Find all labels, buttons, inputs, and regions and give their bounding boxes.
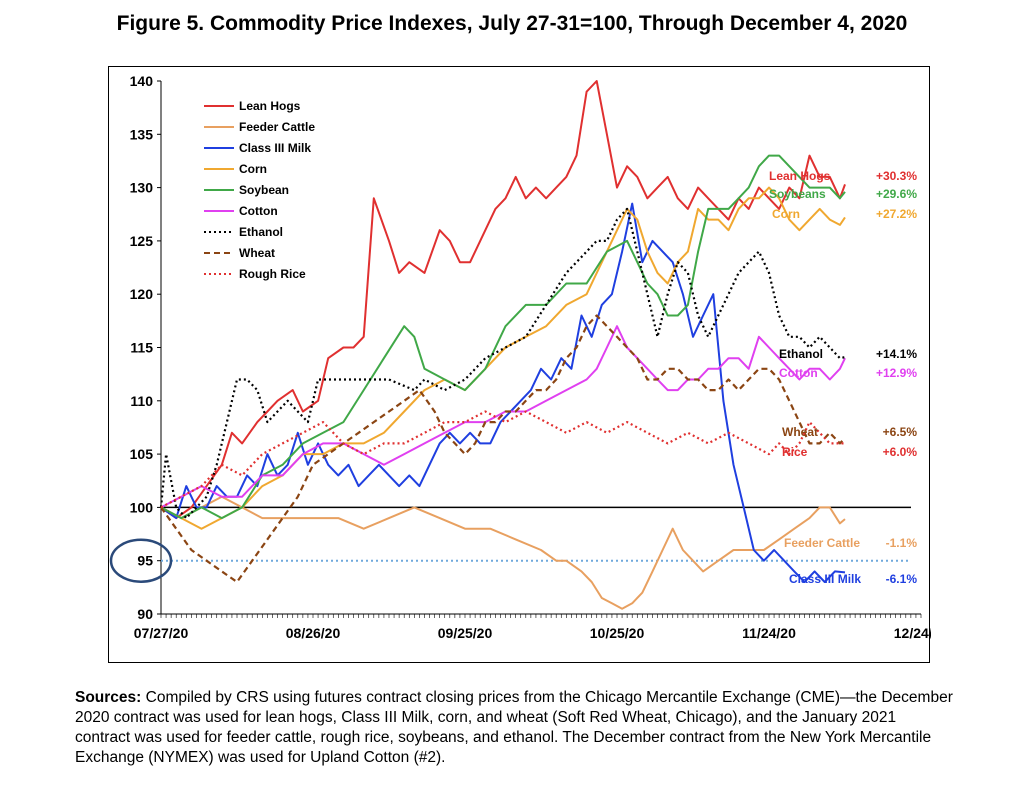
legend-label: Soybean bbox=[239, 183, 289, 197]
y-tick-label: 90 bbox=[137, 606, 153, 622]
end-label-value: +6.5% bbox=[883, 425, 918, 439]
x-tick-label: 07/27/20 bbox=[134, 625, 189, 641]
y-tick-label: 135 bbox=[130, 126, 154, 142]
x-tick-label: 10/25/20 bbox=[590, 625, 645, 641]
legend-label: Corn bbox=[239, 162, 267, 176]
legend-label: Class III Milk bbox=[239, 141, 311, 155]
chart-area: 90 95 100 105 110 115 120 125 130 135 140 07/27/20 0… bbox=[108, 66, 931, 663]
series-line-corn bbox=[160, 186, 846, 530]
end-label-value: -1.1% bbox=[886, 536, 918, 550]
end-label-name: Corn bbox=[772, 207, 800, 221]
x-tick-label: 12/24/20 bbox=[894, 625, 931, 641]
y-tick-label: 100 bbox=[130, 499, 154, 515]
y-tick-label: 105 bbox=[130, 446, 154, 462]
end-label-name: Cotton bbox=[779, 366, 818, 380]
y-tick-label: 140 bbox=[130, 73, 154, 89]
y-tick-label: 125 bbox=[130, 233, 154, 249]
legend-label: Cotton bbox=[239, 204, 278, 218]
legend-label: Lean Hogs bbox=[239, 99, 301, 113]
end-label-name: Class III Milk bbox=[789, 572, 861, 586]
legend-label: Feeder Cattle bbox=[239, 120, 315, 134]
end-label-value: +12.9% bbox=[876, 366, 917, 380]
series-line-ethanol bbox=[159, 207, 846, 520]
end-label-value: +30.3% bbox=[876, 169, 917, 183]
legend-label: Ethanol bbox=[239, 225, 283, 239]
end-label-value: +29.6% bbox=[876, 187, 917, 201]
series-line-feeder-cattle bbox=[160, 495, 846, 610]
figure-title: Figure 5. Commodity Price Indexes, July … bbox=[116, 12, 908, 35]
axes-group: 90 95 100 105 110 115 120 125 130 135 140 07/27/20 0… bbox=[130, 73, 931, 641]
series-line-wheat bbox=[160, 314, 846, 584]
legend-label: Rough Rice bbox=[239, 267, 306, 281]
source-note: Sources: Compiled by CRS using futures c… bbox=[75, 688, 955, 768]
legend-label: Wheat bbox=[239, 246, 275, 260]
legend-group: Lean Hogs Feeder Cattle Class III Milk Corn… bbox=[204, 99, 315, 281]
end-label-name: Wheat bbox=[782, 425, 818, 439]
y-tick-label: 120 bbox=[130, 286, 154, 302]
y-tick-label: 115 bbox=[130, 340, 153, 356]
end-label-value: -6.1% bbox=[886, 572, 918, 586]
end-label-name: Feeder Cattle bbox=[784, 536, 860, 550]
x-tick-label: 08/26/20 bbox=[286, 625, 341, 641]
series-group bbox=[159, 80, 846, 610]
source-text: Compiled by CRS using futures contract c… bbox=[75, 689, 953, 766]
source-label: Sources: bbox=[75, 689, 142, 706]
end-label-name: Rice bbox=[782, 445, 808, 459]
y-tick-label: 110 bbox=[130, 393, 153, 409]
line-chart: 90 95 100 105 110 115 120 125 130 135 140 07/27/20 0… bbox=[109, 73, 931, 641]
x-tick-label: 11/24/20 bbox=[742, 625, 796, 641]
reference-lines-group bbox=[109, 506, 911, 583]
series-line-soybean bbox=[160, 154, 846, 520]
series-line-rough-rice bbox=[160, 410, 845, 509]
end-label-value: +14.1% bbox=[876, 347, 917, 361]
end-labels-group: Lean Hogs +30.3% Feeder Cattle -1.1% Class I… bbox=[769, 169, 917, 586]
end-label-value: +27.2% bbox=[876, 207, 917, 221]
end-label-name: Soybeans bbox=[769, 187, 826, 201]
end-label-name: Lean Hogs bbox=[769, 169, 831, 183]
series-line-lean-hogs bbox=[160, 80, 846, 520]
series-line-class-iii-milk bbox=[160, 202, 846, 583]
callout-circle bbox=[109, 538, 173, 583]
end-label-name: Ethanol bbox=[779, 347, 823, 361]
end-label-value: +6.0% bbox=[883, 445, 918, 459]
series-line-cotton bbox=[160, 325, 846, 509]
x-tick-label: 09/25/20 bbox=[438, 625, 493, 641]
y-tick-label: 95 bbox=[137, 553, 153, 569]
y-tick-label: 130 bbox=[130, 180, 154, 196]
